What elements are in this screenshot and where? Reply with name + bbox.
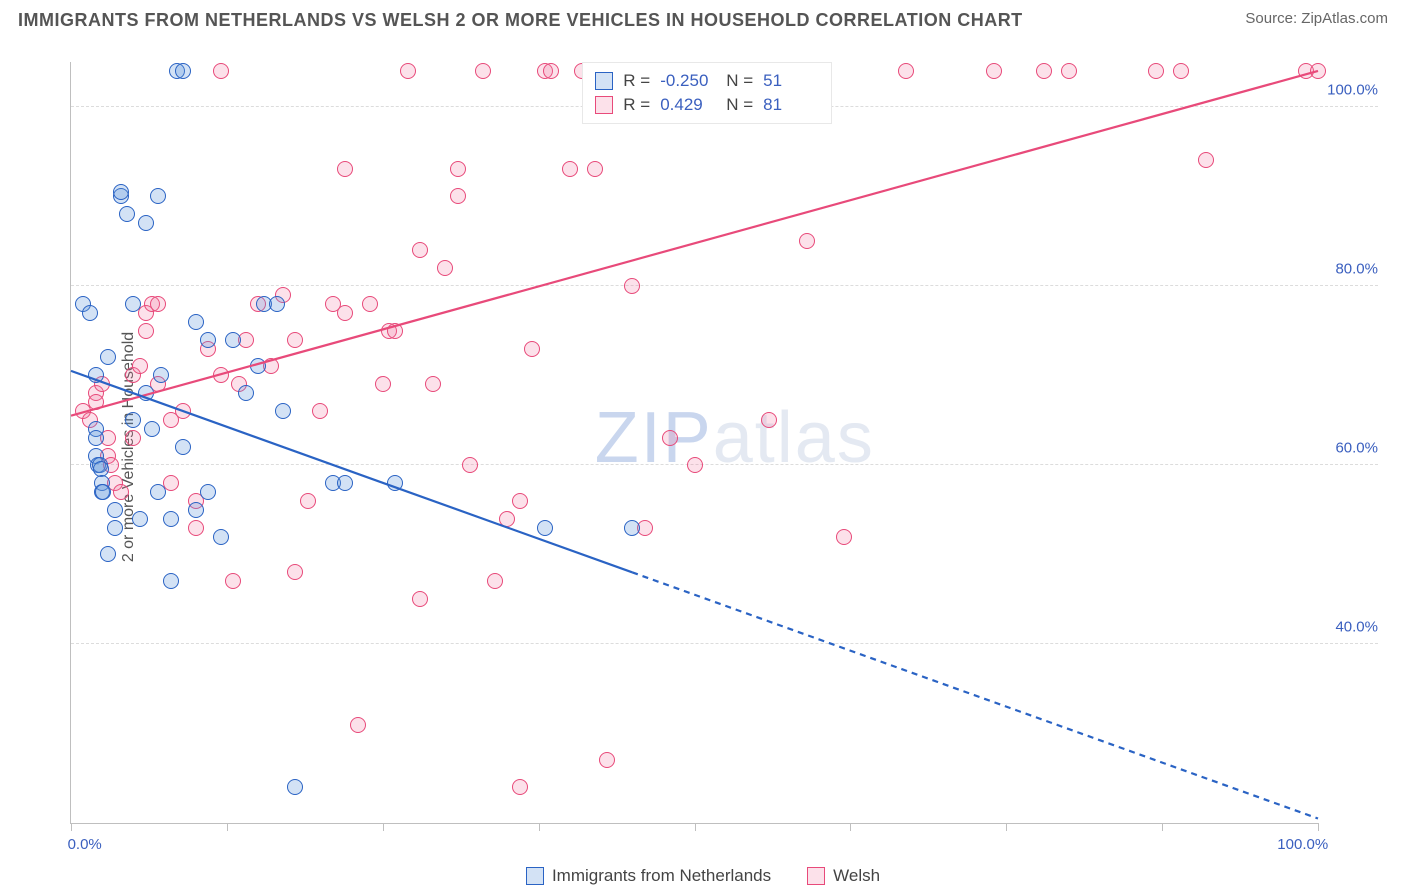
x-tick [71,823,72,831]
x-tick [1162,823,1163,831]
x-tick [383,823,384,831]
chart-source: Source: ZipAtlas.com [1245,10,1388,27]
x-tick [1318,823,1319,831]
stats-n-label-blue: N = [726,69,753,93]
legend-item-pink: Welsh [807,866,880,886]
x-tick-label: 100.0% [1277,836,1328,853]
x-tick [227,823,228,831]
regression-line [71,371,632,572]
chart-title: IMMIGRANTS FROM NETHERLANDS VS WELSH 2 O… [18,10,1023,31]
legend-label-blue: Immigrants from Netherlands [552,866,771,886]
stats-swatch-blue [595,72,613,90]
bottom-legend: Immigrants from Netherlands Welsh [0,866,1406,886]
x-tick [1006,823,1007,831]
stats-n-value-blue: 51 [763,69,819,93]
chart-area: 2 or more Vehicles in Household ZIPatlas… [18,40,1388,854]
y-tick-label: 80.0% [1335,260,1378,277]
stats-r-value-pink: 0.429 [660,93,716,117]
legend-swatch-blue [526,867,544,885]
regression-lines [71,62,1318,823]
x-tick [850,823,851,831]
stats-box: R = -0.250 N = 51 R = 0.429 N = 81 [582,62,832,124]
x-tick [539,823,540,831]
x-tick-label: 0.0% [68,836,102,853]
stats-row-pink: R = 0.429 N = 81 [595,93,819,117]
y-tick-label: 60.0% [1335,439,1378,456]
legend-label-pink: Welsh [833,866,880,886]
source-prefix: Source: [1245,10,1301,27]
y-tick-label: 40.0% [1335,618,1378,635]
stats-r-value-blue: -0.250 [660,69,716,93]
legend-swatch-pink [807,867,825,885]
stats-swatch-pink [595,96,613,114]
stats-r-label-pink: R = [623,93,650,117]
source-name: ZipAtlas.com [1301,10,1388,27]
plot-region: ZIPatlas R = -0.250 N = 51 R = 0.429 N =… [70,62,1318,824]
stats-n-value-pink: 81 [763,93,819,117]
stats-row-blue: R = -0.250 N = 51 [595,69,819,93]
y-tick-label: 100.0% [1327,81,1378,98]
legend-item-blue: Immigrants from Netherlands [526,866,771,886]
x-tick [695,823,696,831]
stats-n-label-pink: N = [726,93,753,117]
regression-line [632,572,1318,818]
stats-r-label-blue: R = [623,69,650,93]
